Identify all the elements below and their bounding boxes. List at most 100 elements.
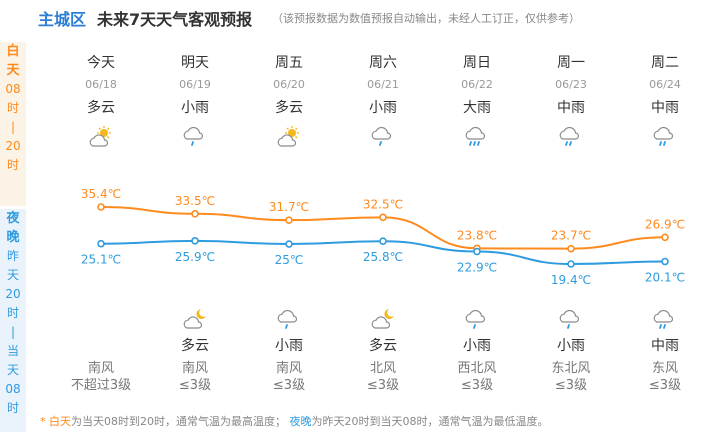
day-date: 06/19 (179, 78, 211, 91)
wind-level: ≤3级 (460, 378, 494, 393)
night-weather: 小雨 (275, 338, 303, 354)
day-column-1: 明天 06/19 小雨 (148, 52, 242, 152)
day-date: 06/20 (273, 78, 305, 91)
day-weather: 多云 (275, 100, 303, 116)
low-temp-label: 25.1℃ (81, 253, 121, 267)
high-temp-point (661, 233, 669, 242)
daytime-char: 08 (5, 82, 21, 96)
moderate-rain-icon (618, 306, 712, 332)
high-temp-label: 26.9℃ (645, 217, 685, 231)
day-weather: 多云 (87, 100, 115, 116)
day-weather: 小雨 (181, 100, 209, 116)
light-rain-icon (524, 306, 618, 332)
wind-direction: 东北风 (551, 361, 591, 376)
daytime-char: 白 (6, 44, 20, 59)
day-name: 周二 (651, 55, 679, 71)
empty-night-icon-slot (54, 306, 148, 332)
partly-cloudy-moon-icon (148, 306, 242, 332)
temperature-chart: 35.4℃ 33.5℃ 31.7℃ 32.5℃ 23.8℃ 23.7℃ 26.9℃ 25.1℃… (81, 187, 685, 287)
night-column-0: 南风 不超过3级 (54, 306, 148, 394)
high-temp-label: 31.7℃ (269, 200, 309, 214)
high-temp-point (379, 213, 387, 222)
high-temp-point (567, 244, 575, 253)
wind-level: ≤3级 (272, 378, 306, 393)
daytime-char: 20 (5, 139, 21, 153)
night-weather: 中雨 (651, 338, 679, 354)
partly-cloudy-moon-icon (336, 306, 430, 332)
daytime-char: 时 (6, 158, 19, 172)
light-rain-icon (148, 122, 242, 152)
light-rain-icon (430, 306, 524, 332)
wind-direction: 南风 (181, 361, 208, 376)
high-temp-label: 23.7℃ (551, 229, 591, 243)
period-legend-strip: 白 天 08 时 | 20 时 夜 晚 昨 天 20 时 | 当 天 08 时 (0, 42, 26, 432)
day-weather: 小雨 (369, 100, 397, 116)
nighttime-char: 天 (6, 363, 19, 377)
wind-direction: 东风 (651, 361, 678, 376)
day-column-3: 周六 06/21 小雨 (336, 52, 430, 152)
footnote: * 白天为当天08时到20时，通常气温为最高温度； 夜晚为昨天20时到当天08时… (40, 413, 549, 429)
low-temp-point (661, 257, 669, 266)
low-temp-label: 22.9℃ (457, 261, 497, 275)
wind-level: ≤3级 (648, 378, 682, 393)
footnote-night-text: 为昨天20时到当天08时，通常气温为最低温度。 (311, 415, 549, 428)
day-name: 周六 (369, 55, 397, 71)
day-name: 周五 (275, 55, 303, 71)
low-temp-point (97, 239, 105, 248)
high-temp-label: 23.8℃ (457, 228, 497, 242)
day-column-4: 周日 06/22 大雨 (430, 52, 524, 152)
low-temp-label: 20.1℃ (645, 271, 685, 285)
day-column-6: 周二 06/24 中雨 (618, 52, 712, 152)
wind-level: ≤3级 (554, 378, 588, 393)
partly-cloudy-sun-icon (54, 122, 148, 152)
day-column-2: 周五 06/20 多云 (242, 52, 336, 152)
daytime-label-strip: 白 天 08 时 | 20 时 (0, 42, 26, 206)
night-weather: 小雨 (557, 338, 585, 354)
wind-direction: 北风 (369, 361, 396, 376)
footnote-star: * (40, 415, 49, 428)
wind-direction: 南风 (275, 361, 302, 376)
night-column-4: 小雨 西北风 ≤3级 (430, 306, 524, 394)
day-weather: 大雨 (463, 100, 491, 116)
low-temp-point (379, 237, 387, 246)
low-temp-label: 25℃ (275, 253, 304, 267)
low-temp-point (473, 247, 481, 256)
night-column-1: 多云 南风 ≤3级 (148, 306, 242, 394)
low-temp-point (567, 260, 575, 268)
day-name: 今天 (87, 55, 115, 71)
day-date: 06/22 (461, 78, 493, 91)
day-name: 周日 (463, 55, 491, 71)
night-column-2: 小雨 南风 ≤3级 (242, 306, 336, 394)
nighttime-char: 昨 (6, 249, 19, 263)
partly-cloudy-sun-icon (242, 122, 336, 152)
footnote-day-text: 为当天08时到20时，通常气温为最高温度； (71, 415, 286, 428)
nighttime-char: 时 (6, 401, 19, 415)
heavy-rain-icon (430, 122, 524, 152)
nighttime-char: 夜 (6, 211, 20, 226)
nighttime-char: 天 (6, 268, 19, 282)
night-weather (54, 336, 148, 356)
moderate-rain-icon (618, 122, 712, 152)
day-date: 06/18 (85, 78, 117, 91)
high-temp-label: 32.5℃ (363, 197, 403, 211)
day-weather: 中雨 (651, 100, 679, 116)
wind-direction: 南风 (87, 361, 114, 376)
daytime-char: | (10, 120, 16, 134)
day-column-5: 周一 06/23 中雨 (524, 52, 618, 152)
footnote-day-label: 白天 (49, 415, 71, 428)
night-weather: 多云 (369, 338, 397, 354)
day-name: 明天 (181, 55, 209, 71)
disclaimer-note: （该预报数据为数值预报自动输出，未经人工订正，仅供参考） (272, 12, 580, 25)
low-temp-label: 25.8℃ (363, 250, 403, 264)
nighttime-label-strip: 夜 晚 昨 天 20 时 | 当 天 08 时 (0, 209, 26, 432)
day-date: 06/24 (649, 78, 681, 91)
header: 主城区 未来7天天气客观预报 （该预报数据为数值预报自动输出，未经人工订正，仅供… (0, 0, 720, 34)
high-temp-point (191, 209, 199, 218)
wind-level: ≤3级 (366, 378, 400, 393)
high-temp-point (97, 203, 105, 211)
page-title: 未来7天天气客观预报 (97, 10, 253, 29)
day-column-0: 今天 06/18 多云 (54, 52, 148, 152)
city-name[interactable]: 主城区 (38, 10, 87, 29)
daytime-char: 天 (6, 63, 20, 78)
low-temp-point (191, 237, 199, 245)
